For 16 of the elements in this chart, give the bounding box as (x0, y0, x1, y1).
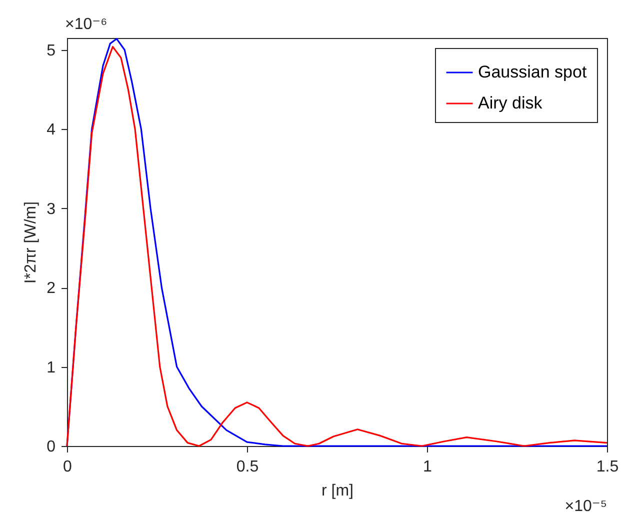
x-tick-label: 0.5 (236, 458, 259, 476)
y-tick-label: 3 (46, 200, 56, 218)
y-tick-label: 5 (46, 42, 56, 60)
y-tick-label: 1 (46, 359, 56, 376)
y-tick-label: 4 (46, 122, 56, 139)
y-axis-title: I*2πr [W/m] (22, 201, 40, 284)
y-tick-label: 0 (46, 438, 56, 456)
legend-label: Gaussian spot (478, 62, 587, 82)
text: ×10⁻⁵ (564, 498, 607, 515)
text: ×10⁻⁶ (65, 16, 108, 33)
x-tick-label: 1.5 (596, 458, 619, 476)
y-tick-label: 2 (46, 280, 56, 298)
legend-label: Airy disk (478, 94, 543, 112)
x-axis-title: r [m] (322, 482, 354, 500)
x-tick-label: 0 (63, 458, 72, 476)
x-tick-label: 1 (423, 458, 432, 476)
